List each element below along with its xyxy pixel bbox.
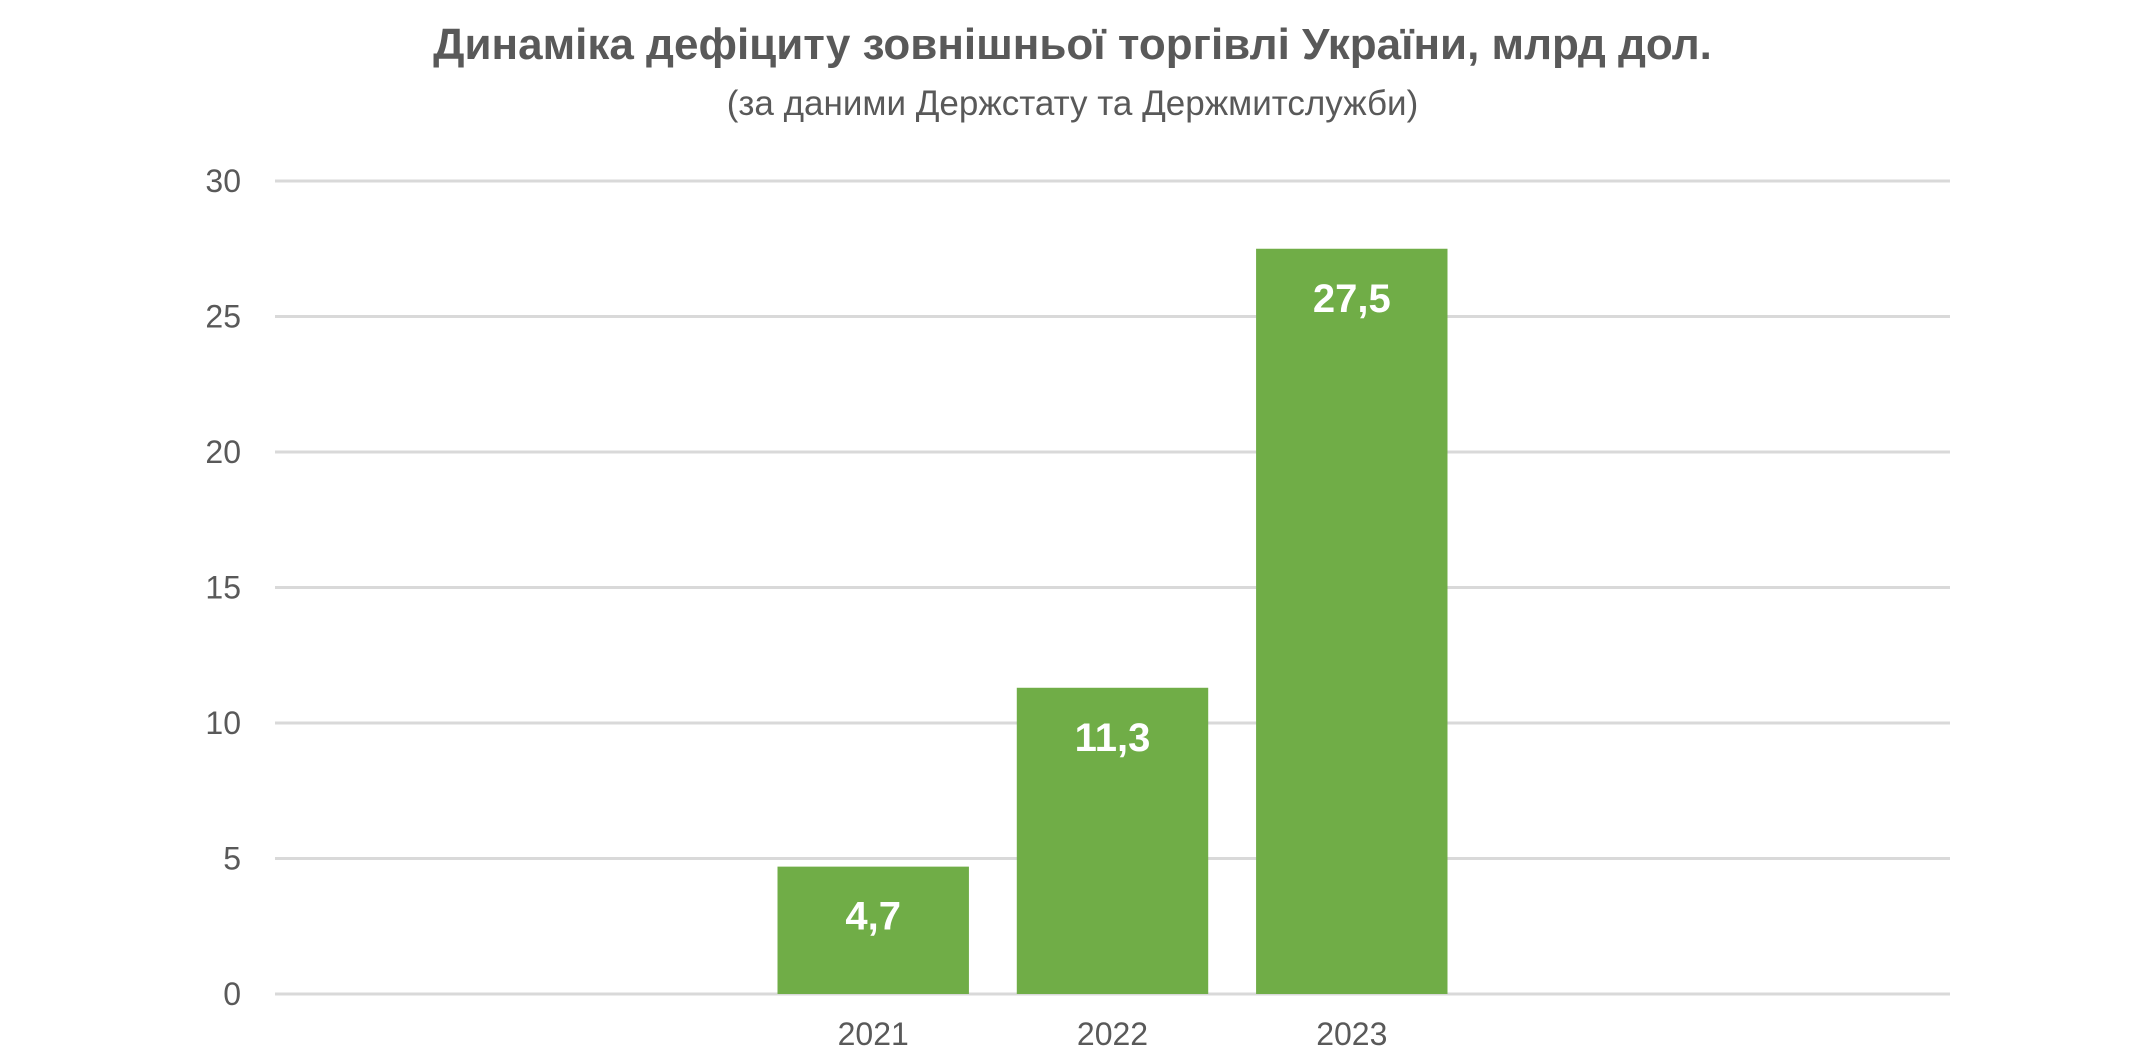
y-tick-label: 30 — [205, 163, 241, 199]
y-tick-label: 10 — [205, 705, 241, 741]
data-label-2022: 11,3 — [1075, 716, 1151, 760]
x-axis-ticks: 2021 2022 2023 — [838, 1016, 1388, 1052]
y-tick-label: 15 — [205, 570, 241, 606]
data-label-2023: 27,5 — [1313, 277, 1391, 321]
bar-2022 — [1016, 687, 1209, 994]
bar-2021 — [777, 866, 969, 994]
x-tick-label-2021: 2021 — [838, 1016, 909, 1052]
bars: 4,7 11,3 27,5 — [777, 248, 1448, 994]
y-tick-label: 5 — [223, 841, 241, 877]
y-tick-label: 25 — [205, 299, 241, 335]
data-label-2021: 4,7 — [845, 895, 901, 939]
y-tick-label: 0 — [223, 976, 241, 1012]
x-tick-label-2023: 2023 — [1316, 1016, 1387, 1052]
chart-title: Динаміка дефіциту зовнішньої торгівлі Ук… — [433, 20, 1712, 69]
chart-subtitle: (за даними Держстату та Держмитслужби) — [726, 84, 1419, 123]
y-tick-label: 20 — [205, 434, 241, 470]
bar-2023 — [1256, 248, 1448, 994]
x-tick-label-2022: 2022 — [1077, 1016, 1148, 1052]
y-axis-ticks: 0 5 10 15 20 25 30 — [205, 163, 241, 1012]
